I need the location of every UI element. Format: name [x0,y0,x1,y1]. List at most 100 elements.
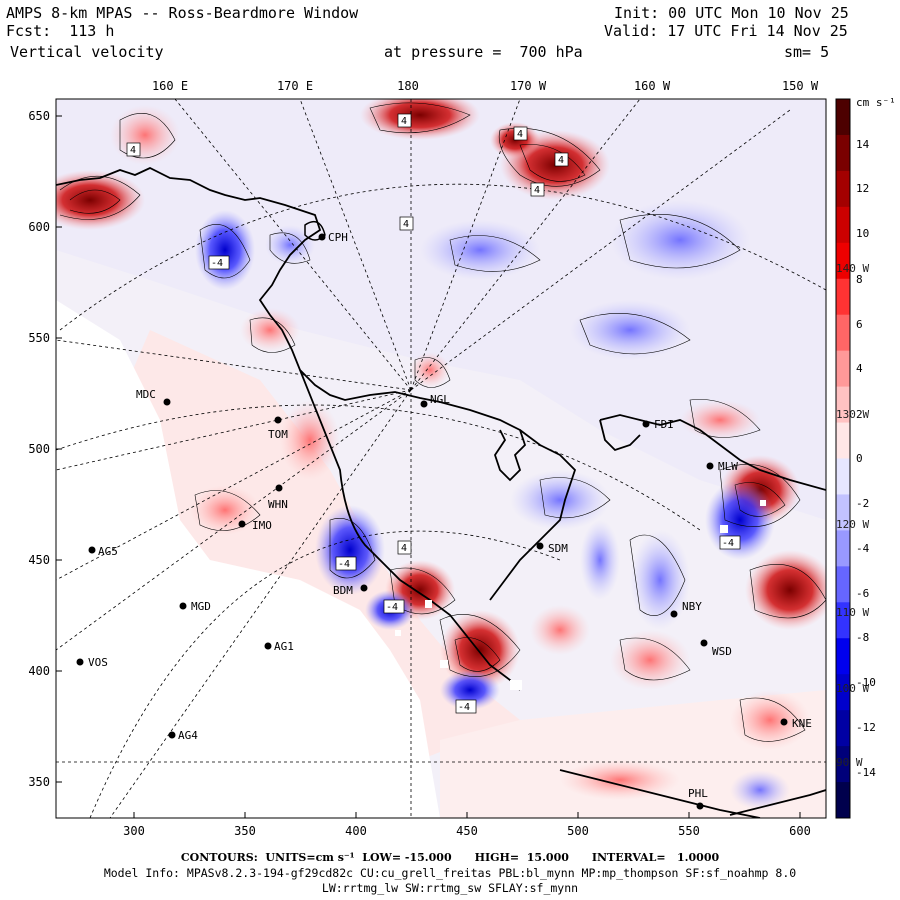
station-dot-phl [696,802,704,810]
station-label-mgd: MGD [191,600,211,613]
colorbar-segment [836,674,850,711]
overlay-lon-label: 110 W [836,606,869,619]
cb-tick: 14 [856,138,870,151]
left-axis-ticks [56,115,62,783]
cb-tick: -2 [856,497,869,510]
contour-label: -4 [458,702,470,713]
cb-tick: 2 [856,408,863,421]
colorbar-segment [836,638,850,675]
cb-tick: 6 [856,318,863,331]
contour-label: 4 [558,155,564,166]
cb-tick: -14 [856,766,876,779]
bottom-label-450: 450 [456,824,478,838]
station-label-kne: KNE [792,717,812,730]
left-label-550: 550 [28,331,50,345]
colorbar-segment [836,386,850,424]
colorbar-segment [836,710,850,747]
contour-label: 4 [130,145,136,156]
bottom-label-350: 350 [234,824,256,838]
left-label-500: 500 [28,442,50,456]
station-dot-tom [274,416,282,424]
overlay-lon-label: 100 W [836,682,869,695]
colorbar-frame [835,98,851,819]
colorbar-segment [836,422,850,459]
bottom-axis-labels: 300 350 400 450 500 550 600 [123,824,811,838]
smoothing-value: sm= 5 [784,43,830,61]
station-dot-imo [238,520,246,528]
top-longitude-labels: 160 E 170 E 180 170 W 160 W 150 W [152,79,819,93]
left-label-400: 400 [28,664,50,678]
station-label-sdm: SDM [548,542,568,555]
bottom-label-600: 600 [789,824,811,838]
contour-label: -4 [722,538,734,549]
lon-label-170w: 170 W [510,79,547,93]
overlay-lon-label: 140 W [836,262,869,275]
colorbar-segment [836,134,850,172]
bottom-label-550: 550 [678,824,700,838]
vertical-velocity-field [56,99,826,818]
station-dot-fdi [642,420,650,428]
colorbar-segment [836,746,850,783]
bottom-axis-ticks [133,812,801,818]
cb-tick: 12 [856,182,869,195]
contour-label: 4 [401,543,407,554]
left-label-600: 600 [28,220,50,234]
colorbar-segment [836,602,850,639]
station-dot-whn [275,484,283,492]
station-label-whn: WHN [268,498,288,511]
lon-label-160e: 160 E [152,79,188,93]
overlay-lon-label: 130 W [836,408,869,421]
station-dot-ag4 [168,731,176,739]
station-markers: CPH MDC NGL TOM WHN IMO AG5 MGD AG1 VOS … [76,231,812,810]
station-dot-kne [780,718,788,726]
colorbar-segment [836,350,850,388]
contour-label: 4 [517,129,523,140]
station-dot-ag5 [88,546,96,554]
map-frame [55,98,827,819]
contour-label: -4 [338,559,350,570]
bottom-label-500: 500 [567,824,589,838]
colorbar-segment [836,242,850,280]
cb-tick: -10 [856,676,876,689]
variable-name: Vertical velocity [10,43,164,61]
model-info-line2: LW:rrtmg_lw SW:rrtmg_sw SFLAY:sf_mynn [321,881,579,895]
station-label-wsd: WSD [712,645,732,658]
station-label-imo: IMO [252,519,272,532]
lon-label-150w: 150 W [782,79,819,93]
colorbar-segment [836,206,850,244]
cb-tick: -6 [856,587,869,600]
left-label-650: 650 [28,109,50,123]
station-dot-mdc [163,398,171,406]
contour-label: 4 [534,185,540,196]
station-dot-mlw [706,462,714,470]
contour-label: -4 [386,602,398,613]
left-label-450: 450 [28,553,50,567]
left-label-350: 350 [28,775,50,789]
station-label-vos: VOS [88,656,108,669]
forecast-hour: Fcst: 113 h [6,22,115,40]
cb-tick: 10 [856,227,869,240]
lon-label-160w: 160 W [634,79,671,93]
station-label-ag5: AG5 [98,545,118,558]
colorbar-segment [836,278,850,316]
pressure-level: at pressure = 700 hPa [384,43,583,61]
station-label-fdi: FDI [654,418,674,431]
station-label-nby: NBY [682,600,702,613]
cb-tick: -8 [856,631,869,644]
bottom-label-300: 300 [123,824,145,838]
cb-tick: 4 [856,362,863,375]
colorbar-segment [836,566,850,603]
map-title: AMPS 8-km MPAS -- Ross-Beardmore Window [6,4,359,22]
init-time: Init: 00 UTC Mon 10 Nov 25 [614,4,849,22]
contour-info: CONTOURS: UNITS=cm s⁻¹ LOW= -15.000 HIGH… [180,851,720,864]
colorbar-overlay-lon-labels: 140 W 130 W 120 W 110 W 100 W 90 W [836,262,869,769]
colorbar-segment [836,170,850,208]
contour-label: -4 [211,258,223,269]
station-label-mdc: MDC [136,388,156,401]
station-label-bdm: BDM [333,584,353,597]
lon-label-180: 180 [397,79,419,93]
station-label-phl: PHL [688,787,708,800]
station-label-tom: TOM [268,428,288,441]
colorbar-ticks: 14 12 10 8 6 4 2 0 -2 -4 -6 -8 -10 -12 -… [856,138,876,779]
